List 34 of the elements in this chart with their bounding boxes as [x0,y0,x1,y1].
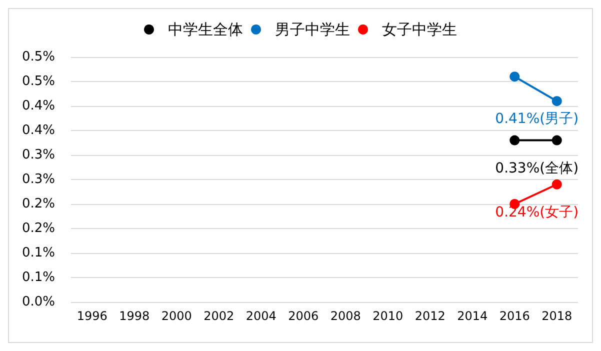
data-label: 0.24%(女子) [495,204,579,220]
y-tick-label: 0.4% [22,123,55,138]
x-tick-label: 1998 [119,309,150,323]
y-tick-label: 0.1% [22,270,55,285]
x-tick-label: 1996 [76,309,108,323]
point [552,179,562,190]
x-tick-label: 2014 [457,309,488,323]
y-tick-label: 0.2% [22,221,55,236]
x-tick-label: 2004 [246,309,276,323]
x-tick-label: 2006 [288,309,319,323]
legend-label: 女子中学生 [382,20,457,38]
point [510,135,520,146]
x-tick-label: 2002 [204,309,234,323]
data-label: 0.41%(男子) [495,111,579,128]
data-label: 0.33%(全体) [495,160,579,176]
y-tick-label: 0.3% [22,172,55,187]
legend-label: 男子中学生 [275,20,350,38]
y-tick-label: 0.5% [22,50,55,64]
point [510,72,520,82]
y-tick-label: 0.1% [22,246,55,260]
y-tick-label: 0.0% [22,294,55,310]
x-tick-label: 2000 [161,309,192,323]
x-tick-label: 2010 [372,309,404,323]
x-tick-label: 2016 [499,309,530,323]
y-tick-label: 0.2% [22,196,55,212]
x-tick-label: 2008 [330,309,361,323]
y-tick-label: 0.3% [22,148,55,162]
y-tick-label: 0.5% [22,74,55,89]
point [552,96,562,106]
legend-label: 中学生全体 [168,20,243,38]
x-tick-label: 2012 [414,309,446,323]
y-tick-label: 0.4% [22,98,55,114]
x-tick-label: 2018 [542,309,572,323]
point [552,135,562,146]
